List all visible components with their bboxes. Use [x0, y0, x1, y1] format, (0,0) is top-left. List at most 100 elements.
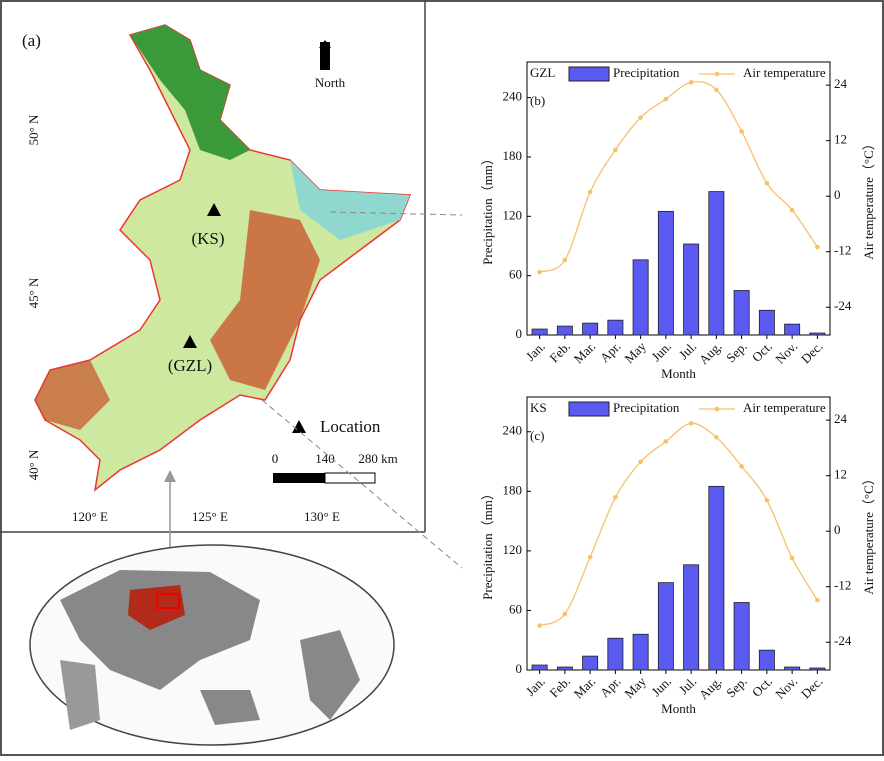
legend-swatch	[715, 72, 720, 77]
bar	[684, 244, 699, 335]
temperature-point	[815, 245, 820, 250]
scale-bar	[273, 473, 325, 483]
y2-tick-label: 24	[834, 411, 848, 426]
temperature-point	[588, 555, 593, 560]
temperature-point	[613, 148, 618, 153]
temperature-point	[537, 623, 542, 628]
site-label: (GZL)	[168, 356, 212, 375]
y2-tick-label: -24	[834, 298, 852, 313]
temperature-point	[588, 190, 593, 195]
temperature-point	[815, 598, 820, 603]
panel-label: (b)	[530, 93, 545, 108]
temperature-point	[664, 97, 669, 102]
bar	[785, 324, 800, 335]
lon-label: 130° E	[304, 509, 340, 524]
station-label: KS	[530, 400, 547, 415]
y-tick-label: 0	[516, 326, 523, 341]
site-label: (KS)	[191, 229, 224, 248]
legend-label: Precipitation	[613, 400, 680, 415]
temperature-point	[739, 464, 744, 469]
panel-label: (c)	[530, 428, 544, 443]
y-tick-label: 120	[503, 207, 523, 222]
scale-label: 280 km	[358, 451, 397, 466]
panel-label: (a)	[22, 31, 41, 50]
station-label: GZL	[530, 65, 555, 80]
y-tick-label: 60	[509, 267, 522, 282]
temperature-point	[613, 495, 618, 500]
legend-label: Location	[320, 417, 381, 436]
y2-tick-label: 12	[834, 467, 847, 482]
north-label: North	[315, 75, 346, 90]
y2-axis-title: Air temperature（°C）	[861, 472, 876, 595]
temperature-point	[765, 181, 770, 186]
y-tick-label: 120	[503, 542, 523, 557]
y2-tick-label: 12	[834, 132, 847, 147]
figure: (a) North 50° N 45° N 40° N 120° E 125° …	[0, 0, 884, 756]
temperature-point	[689, 421, 694, 426]
legend-label: Air temperature	[743, 400, 826, 415]
temperature-point	[638, 115, 643, 120]
legend-label: Precipitation	[613, 65, 680, 80]
temperature-point	[638, 459, 643, 464]
y-tick-label: 240	[503, 423, 523, 438]
bar	[532, 665, 547, 670]
scale-label: 0	[272, 451, 279, 466]
bar	[633, 634, 648, 670]
lat-label: 50° N	[26, 114, 41, 145]
north-arrow	[319, 40, 331, 70]
y-axis-title: Precipitation（mm）	[480, 152, 495, 265]
bar	[684, 565, 699, 670]
y2-axis-title: Air temperature（°C）	[861, 137, 876, 260]
x-axis-title: Month	[661, 366, 696, 381]
temperature-point	[689, 80, 694, 85]
x-axis-title: Month	[661, 701, 696, 716]
legend-swatch	[569, 67, 609, 81]
lon-label: 120° E	[72, 509, 108, 524]
lat-label: 45° N	[26, 277, 41, 308]
bar	[532, 329, 547, 335]
bar	[734, 290, 749, 335]
temperature-point	[714, 435, 719, 440]
bar	[557, 326, 572, 335]
temperature-point	[739, 129, 744, 134]
legend-label: Air temperature	[743, 65, 826, 80]
bar	[785, 667, 800, 670]
bar	[583, 656, 598, 670]
y-tick-label: 240	[503, 89, 523, 104]
temperature-point	[765, 498, 770, 503]
bar	[583, 323, 598, 335]
temperature-point	[563, 612, 568, 617]
bar	[759, 310, 774, 335]
bar	[810, 668, 825, 670]
lon-label: 125° E	[192, 509, 228, 524]
y2-tick-label: 0	[834, 187, 841, 202]
y2-tick-label: -12	[834, 578, 851, 593]
temperature-point	[563, 258, 568, 263]
bar	[557, 667, 572, 670]
world-map	[30, 545, 394, 745]
bar	[810, 333, 825, 335]
bar	[658, 583, 673, 670]
temperature-point	[664, 439, 669, 444]
temperature-point	[714, 87, 719, 92]
bar	[759, 650, 774, 670]
temperature-point	[537, 270, 542, 275]
y-tick-label: 180	[503, 148, 523, 163]
temperature-point	[790, 556, 795, 561]
y2-tick-label: 0	[834, 522, 841, 537]
y-tick-label: 180	[503, 482, 523, 497]
legend-swatch	[569, 402, 609, 416]
bar	[734, 602, 749, 670]
bar	[608, 320, 623, 335]
legend-swatch	[715, 407, 720, 412]
temperature-point	[790, 208, 795, 213]
y-axis-title: Precipitation（mm）	[480, 487, 495, 600]
bar	[658, 211, 673, 335]
y-tick-label: 60	[509, 601, 522, 616]
y2-tick-label: -12	[834, 243, 851, 258]
bar	[633, 260, 648, 335]
bar	[608, 638, 623, 670]
y2-tick-label: 24	[834, 76, 848, 91]
y2-tick-label: -24	[834, 633, 852, 648]
bar	[709, 192, 724, 335]
